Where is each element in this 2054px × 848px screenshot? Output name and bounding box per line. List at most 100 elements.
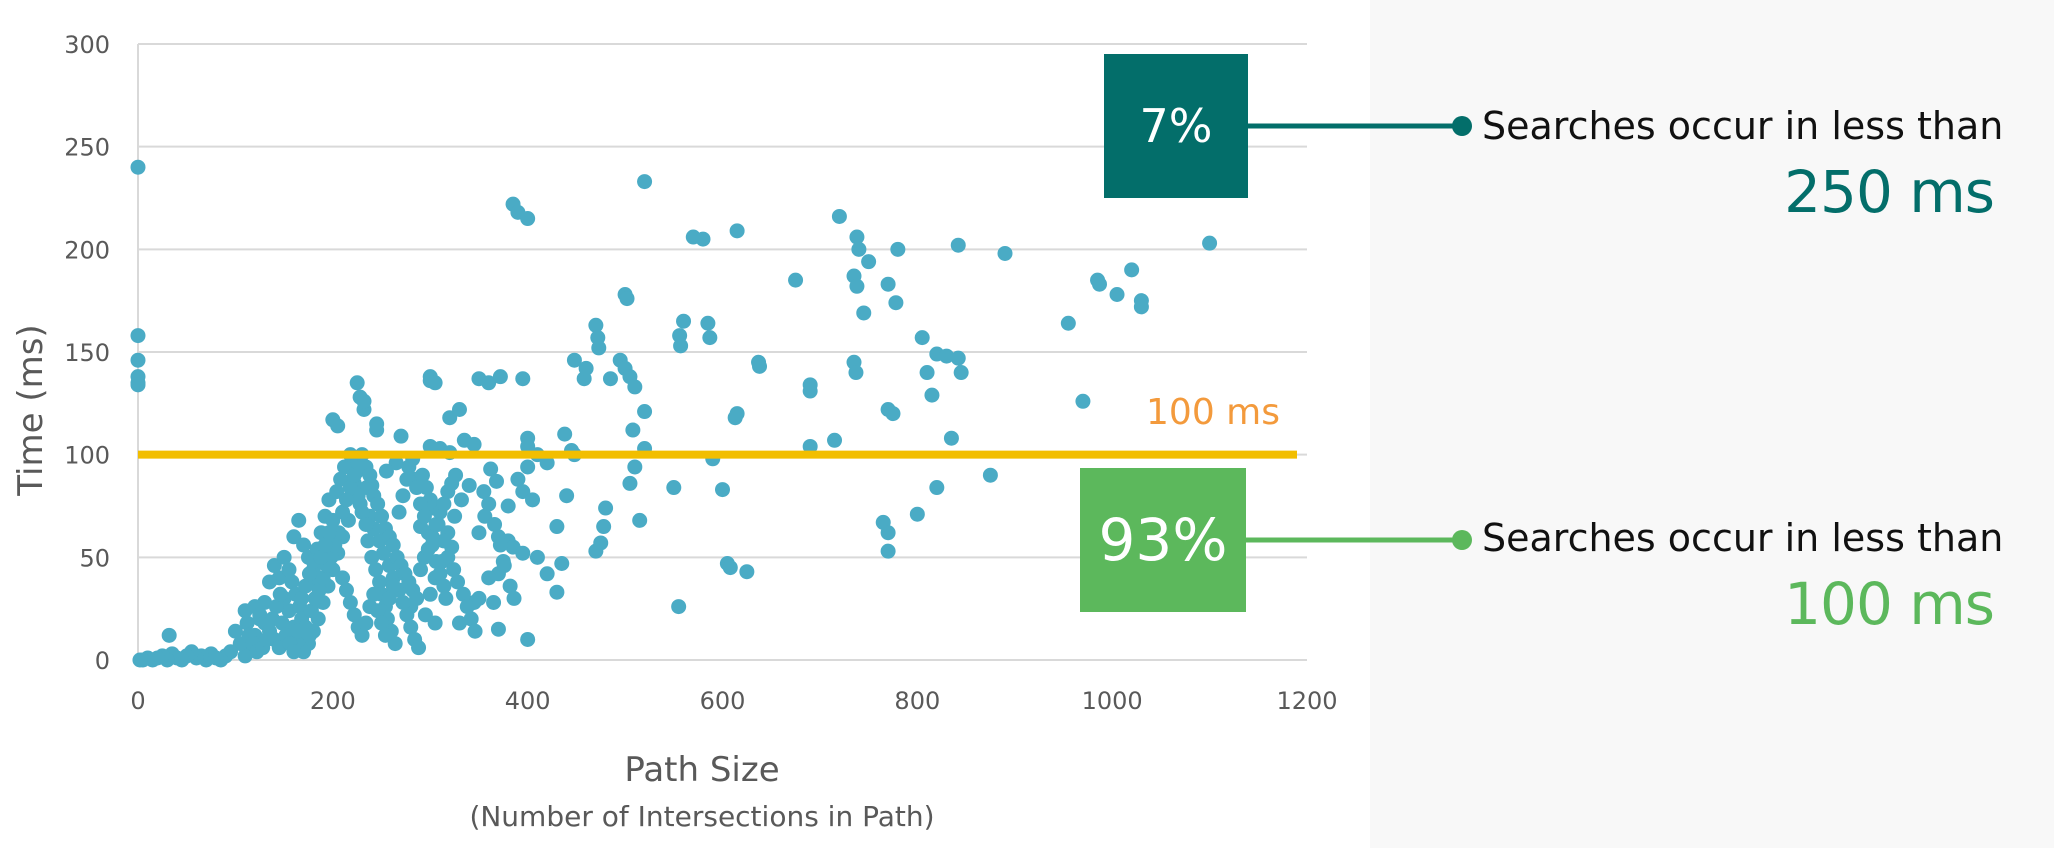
data-point <box>362 467 378 483</box>
data-point <box>276 549 292 565</box>
data-point <box>856 305 872 321</box>
y-axis-ticks: 0 50 100 150 200 250 300 <box>64 31 110 675</box>
data-point <box>447 508 463 524</box>
data-point <box>885 406 901 422</box>
data-point <box>515 371 531 387</box>
data-point <box>301 566 317 582</box>
data-point <box>416 508 432 524</box>
data-point <box>637 174 653 190</box>
data-point <box>315 570 331 586</box>
data-point <box>366 586 382 602</box>
data-point <box>909 506 925 522</box>
data-point <box>428 516 444 532</box>
data-point <box>481 375 497 391</box>
data-point <box>924 387 940 403</box>
data-point <box>364 549 380 565</box>
data-point <box>385 578 401 594</box>
data-point <box>702 330 718 346</box>
x-tick-label-1000: 1000 <box>1082 687 1143 715</box>
data-point <box>722 560 738 576</box>
data-point <box>455 586 471 602</box>
callout-text-100ms: Searches occur in less than <box>1482 516 2004 560</box>
callout-connector-dot-100ms <box>1452 530 1472 550</box>
data-point <box>342 595 358 611</box>
data-point <box>422 586 438 602</box>
data-point <box>335 504 351 520</box>
x-axis-ticks: 0 200 400 600 800 1000 1200 <box>130 687 1337 715</box>
data-point <box>358 615 374 631</box>
data-point <box>1109 287 1125 303</box>
y-axis-title: Time (ms) <box>11 324 51 496</box>
data-point <box>130 352 146 368</box>
data-point <box>1075 393 1091 409</box>
y-tick-label-0: 0 <box>95 647 110 675</box>
data-point <box>368 562 384 578</box>
data-point <box>502 578 518 594</box>
data-point <box>715 482 730 498</box>
data-point <box>666 480 682 496</box>
data-point <box>591 340 607 356</box>
data-point <box>374 615 390 631</box>
y-tick-label-300: 300 <box>64 31 110 59</box>
data-point <box>888 295 904 311</box>
data-point <box>1060 315 1076 331</box>
data-point <box>317 537 333 553</box>
data-point <box>602 371 618 387</box>
data-point <box>290 623 306 639</box>
data-point <box>500 498 516 514</box>
data-point <box>239 615 255 631</box>
data-point <box>360 533 376 549</box>
data-point <box>506 590 522 606</box>
data-point <box>950 237 966 253</box>
data-point <box>354 627 370 643</box>
data-point <box>349 375 365 391</box>
data-point <box>695 231 711 247</box>
x-tick-label-800: 800 <box>894 687 940 715</box>
data-point <box>950 350 966 366</box>
x-axis-subtitle: (Number of Intersections in Path) <box>469 800 934 833</box>
data-point <box>752 358 768 374</box>
callout-box-7-percent <box>1104 54 1248 198</box>
data-point <box>788 272 804 288</box>
data-point <box>395 595 411 611</box>
x-tick-label-600: 600 <box>700 687 746 715</box>
y-tick-label-100: 100 <box>64 442 110 470</box>
data-point <box>481 496 497 512</box>
data-point <box>880 276 896 292</box>
data-point <box>227 623 243 639</box>
data-point <box>268 599 284 615</box>
data-point <box>637 404 653 420</box>
data-point <box>700 315 716 331</box>
data-point <box>130 377 146 393</box>
data-point <box>831 208 847 224</box>
x-axis-title: Path Size <box>624 750 779 790</box>
data-point <box>463 611 479 627</box>
data-point <box>409 590 425 606</box>
data-point <box>1124 262 1140 278</box>
data-point <box>370 496 386 512</box>
data-point <box>596 519 612 535</box>
data-point <box>459 599 475 615</box>
callout-connector-dot-250ms <box>1452 116 1472 136</box>
data-point <box>1092 276 1108 292</box>
data-point <box>414 467 430 483</box>
data-point <box>130 328 146 344</box>
data-point <box>438 590 454 606</box>
data-point <box>739 564 755 580</box>
data-point <box>311 582 327 598</box>
y-tick-label-200: 200 <box>64 236 110 264</box>
data-point <box>471 525 487 541</box>
data-point <box>671 599 687 615</box>
data-point <box>378 463 394 479</box>
data-point <box>420 541 436 557</box>
data-point <box>539 566 555 582</box>
data-point <box>409 480 425 496</box>
data-point <box>296 537 312 553</box>
data-point <box>492 369 508 385</box>
data-point <box>393 428 409 444</box>
data-point <box>880 543 896 559</box>
data-point <box>298 578 314 594</box>
data-point <box>130 159 146 175</box>
data-point <box>358 516 374 532</box>
